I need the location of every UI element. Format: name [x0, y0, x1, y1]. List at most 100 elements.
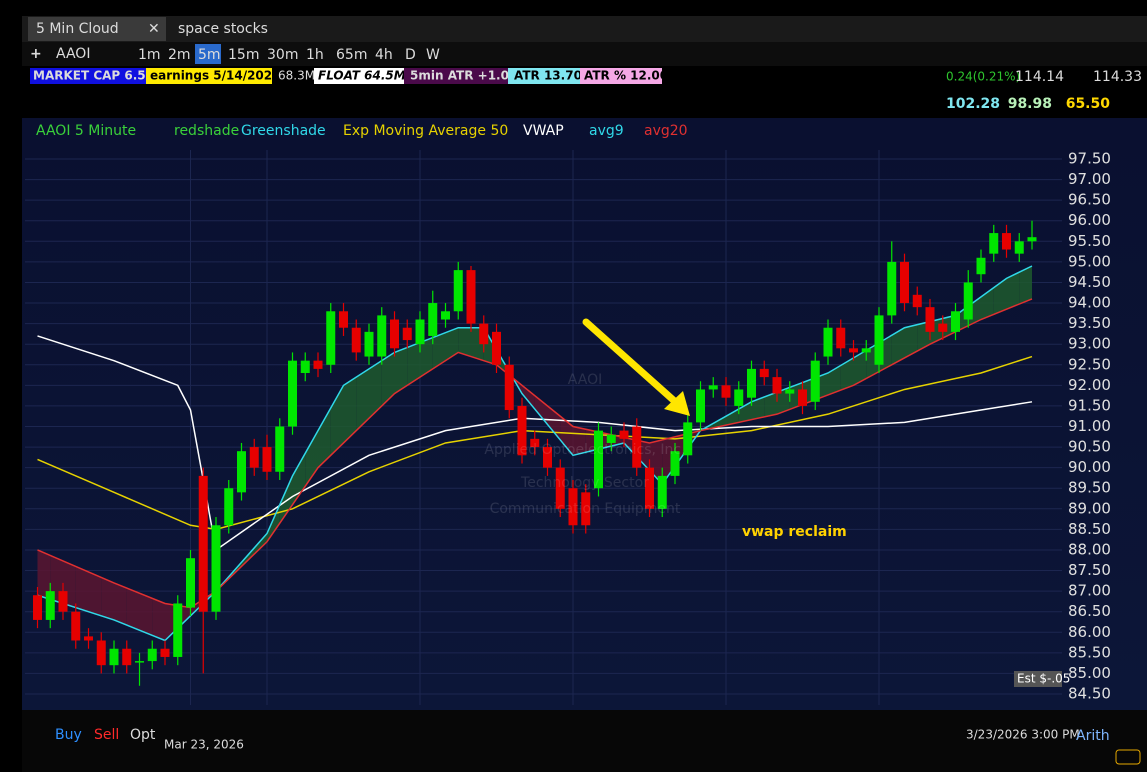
- candle-body: [976, 257, 986, 275]
- cloud: [394, 347, 408, 394]
- candle-body: [402, 327, 412, 341]
- volume: 68.3M: [278, 69, 315, 83]
- candle-body: [33, 595, 42, 620]
- candle-body: [45, 591, 55, 620]
- cloud: [1006, 272, 1020, 310]
- candle-body: [198, 475, 208, 612]
- y-tick-label: 87.00: [1068, 582, 1111, 600]
- level3: 65.50: [1066, 96, 1111, 112]
- y-tick-label: 89.50: [1068, 479, 1111, 497]
- interval[interactable]: 5m: [198, 47, 221, 63]
- interval[interactable]: 1h: [306, 47, 324, 63]
- interval[interactable]: 1m: [138, 47, 161, 63]
- candle-body: [938, 323, 948, 332]
- candle-body: [912, 294, 922, 308]
- arrow: [582, 318, 684, 410]
- cloud: [713, 416, 726, 428]
- cloud: [738, 401, 752, 423]
- buy-button[interactable]: Buy: [55, 727, 82, 743]
- candle-body: [237, 451, 246, 493]
- add-icon[interactable]: +: [30, 46, 42, 62]
- candle-body: [594, 430, 603, 489]
- candle-body: [530, 438, 540, 448]
- candle-body: [492, 331, 501, 365]
- study[interactable]: redshade: [174, 123, 239, 139]
- y-tick-label: 87.50: [1068, 561, 1111, 579]
- watermark-sector: Technology Sector: [520, 475, 649, 491]
- close-tab[interactable]: ✕: [148, 21, 160, 37]
- expand-button[interactable]: [1115, 749, 1141, 765]
- y-tick-label: 90.50: [1068, 438, 1111, 456]
- candle-body: [275, 426, 285, 472]
- earnings: earnings 5/14/2026: [150, 69, 280, 83]
- cloud: [37, 549, 51, 600]
- candle-body: [109, 648, 119, 666]
- candle-body: [925, 307, 935, 332]
- cloud: [432, 332, 446, 369]
- y-tick-label: 90.00: [1068, 458, 1111, 476]
- study[interactable]: avg20: [644, 123, 688, 139]
- cloud: [356, 368, 369, 431]
- scale-mode[interactable]: Arith: [1076, 728, 1110, 744]
- cloud: [981, 287, 994, 320]
- interval[interactable]: 4h: [375, 47, 393, 63]
- candle-body: [160, 648, 170, 657]
- cloud: [88, 571, 102, 616]
- cloud: [726, 409, 739, 426]
- candle-body: [734, 389, 744, 406]
- y-tick-label: 88.00: [1068, 540, 1111, 558]
- interval-group: 1m 2m 5m 15m 30m 1h 65m 4h D W: [138, 44, 440, 64]
- candle-body: [721, 385, 731, 398]
- study[interactable]: avg9: [589, 123, 624, 139]
- candle-body: [568, 488, 578, 526]
- interval[interactable]: W: [426, 47, 440, 63]
- candle-body: [670, 451, 680, 476]
- active-tab[interactable]: [28, 17, 166, 41]
- study[interactable]: Exp Moving Average 50: [343, 123, 508, 139]
- y-tick-label: 85.00: [1068, 664, 1111, 682]
- candle-body: [517, 405, 527, 456]
- y-tick-label: 92.50: [1068, 355, 1111, 373]
- interval[interactable]: 15m: [228, 47, 259, 63]
- candle-body: [224, 488, 234, 526]
- candle-body: [364, 331, 374, 357]
- interval[interactable]: 65m: [336, 47, 367, 63]
- tab[interactable]: space stocks: [178, 21, 268, 37]
- tab[interactable]: 5 Min Cloud: [36, 21, 119, 37]
- badge: [30, 68, 146, 84]
- candle-body: [351, 327, 361, 353]
- cloud: [292, 453, 306, 505]
- opt-button[interactable]: Opt: [130, 727, 156, 743]
- cloud: [343, 377, 357, 443]
- float: FLOAT 64.5M: [318, 69, 406, 83]
- candle-body: [861, 348, 871, 353]
- study[interactable]: AAOI 5 Minute: [36, 123, 136, 139]
- candle-body: [428, 303, 438, 336]
- candle-body: [453, 270, 463, 312]
- candle-body: [645, 467, 654, 509]
- sell-button[interactable]: Sell: [94, 727, 119, 743]
- candle-body: [479, 323, 489, 345]
- cloud: [139, 593, 153, 636]
- study[interactable]: VWAP: [523, 123, 564, 139]
- candle-body: [96, 640, 106, 666]
- candle-body: [504, 364, 514, 411]
- cloud: [420, 337, 433, 378]
- candle-body: [543, 447, 552, 468]
- y-tick-label: 97.50: [1068, 150, 1111, 168]
- annotation: vwap reclaim: [742, 524, 847, 540]
- y-tick-label: 92.00: [1068, 376, 1111, 394]
- study[interactable]: Greenshade: [241, 123, 326, 139]
- interval[interactable]: 2m: [168, 47, 191, 63]
- candle-body: [1027, 237, 1037, 242]
- candle-body: [963, 282, 973, 320]
- interval[interactable]: D: [405, 47, 416, 63]
- y-tick-label: 94.50: [1068, 273, 1111, 291]
- candle-body: [339, 311, 348, 328]
- estimate: Est $-.05: [1017, 672, 1070, 686]
- indicator-line: [37, 335, 1033, 552]
- interval[interactable]: 30m: [267, 47, 298, 63]
- y-tick-label: 93.50: [1068, 314, 1111, 332]
- symbol[interactable]: AAOI: [56, 46, 90, 62]
- candle-body: [887, 261, 897, 316]
